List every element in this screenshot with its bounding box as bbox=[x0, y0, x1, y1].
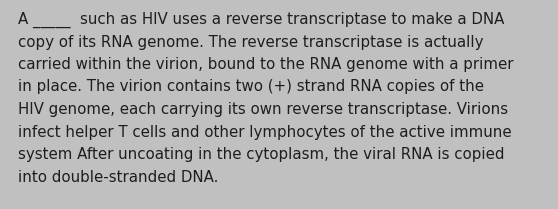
Text: carried within the virion, bound to the RNA genome with a primer: carried within the virion, bound to the … bbox=[18, 57, 513, 72]
Text: into double-stranded DNA.: into double-stranded DNA. bbox=[18, 169, 218, 185]
Text: A _____  such as HIV uses a reverse transcriptase to make a DNA: A _____ such as HIV uses a reverse trans… bbox=[18, 12, 504, 28]
Text: infect helper T cells and other lymphocytes of the active immune: infect helper T cells and other lymphocy… bbox=[18, 125, 512, 139]
Text: in place. The virion contains two (+) strand RNA copies of the: in place. The virion contains two (+) st… bbox=[18, 79, 484, 94]
Text: HIV genome, each carrying its own reverse transcriptase. Virions: HIV genome, each carrying its own revers… bbox=[18, 102, 508, 117]
Text: system After uncoating in the cytoplasm, the viral RNA is copied: system After uncoating in the cytoplasm,… bbox=[18, 147, 504, 162]
Text: copy of its RNA genome. The reverse transcriptase is actually: copy of its RNA genome. The reverse tran… bbox=[18, 34, 483, 50]
